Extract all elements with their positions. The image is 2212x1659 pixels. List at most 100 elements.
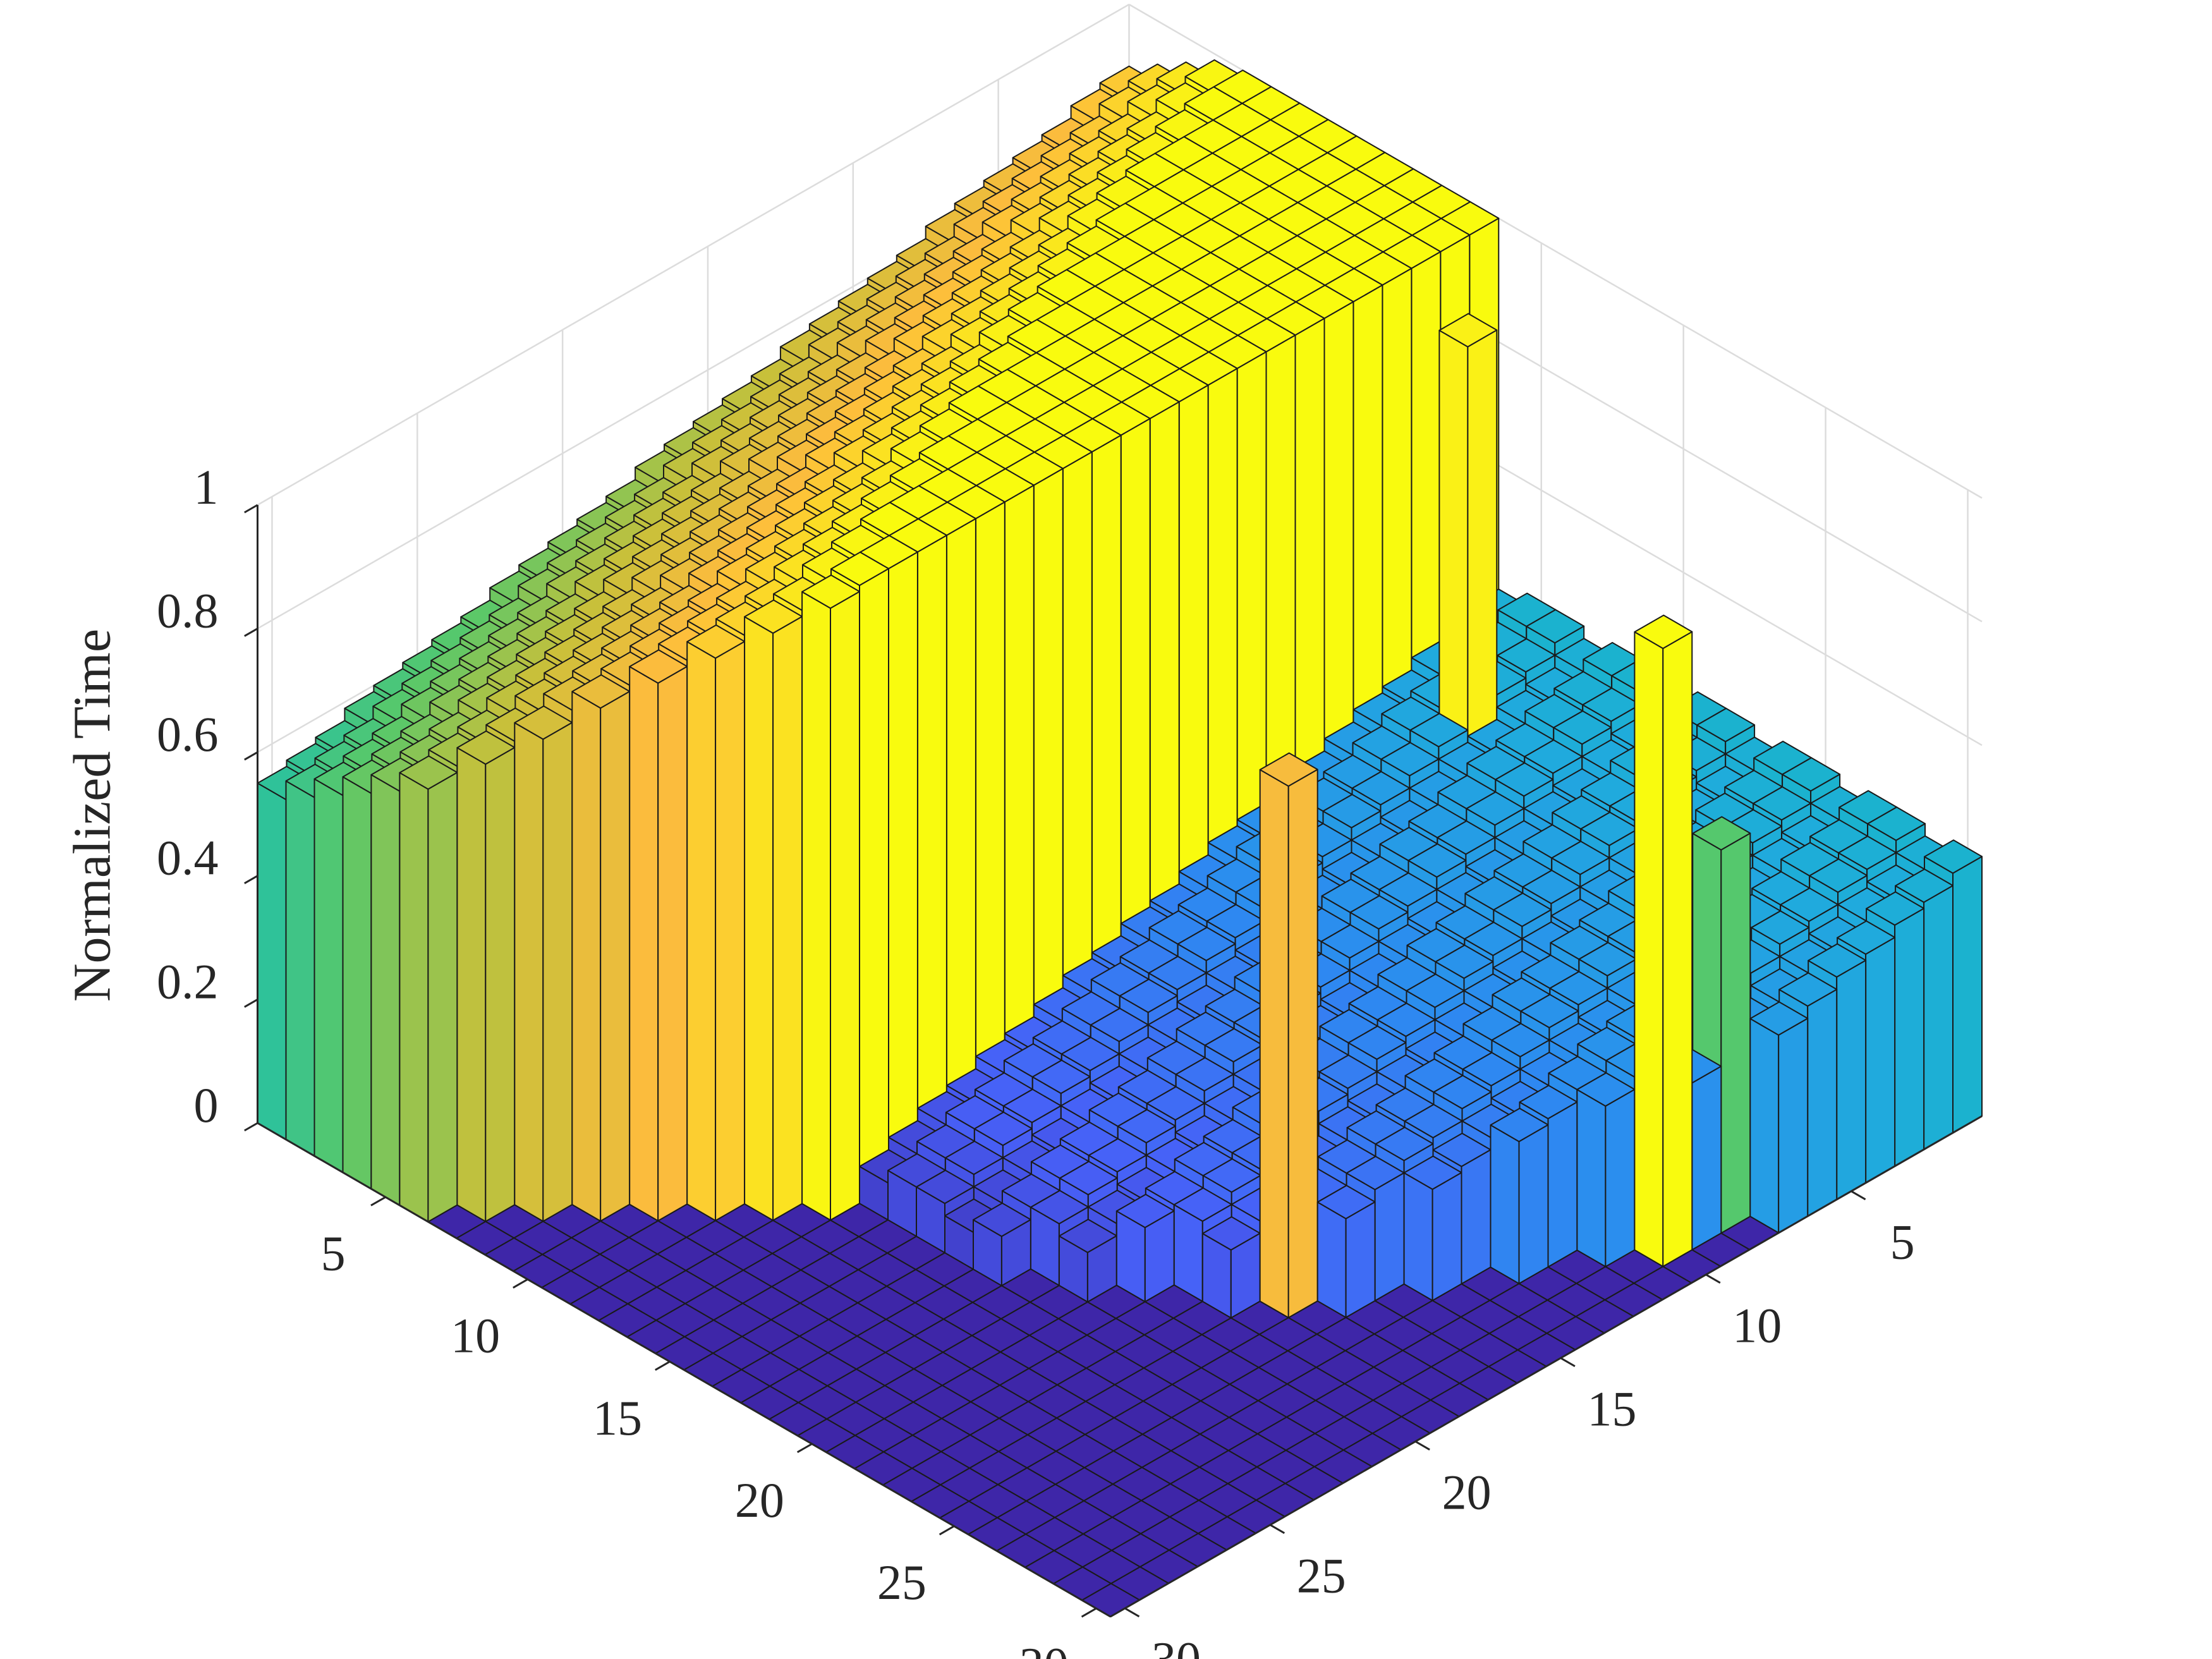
bar-top bbox=[1059, 1160, 1118, 1196]
bar-side bbox=[1923, 885, 1954, 1150]
bar-side bbox=[1287, 769, 1318, 1318]
bar-top bbox=[1495, 762, 1554, 797]
bar-top bbox=[1437, 820, 1496, 855]
bar-side bbox=[542, 722, 573, 1222]
bar-side bbox=[456, 747, 487, 1222]
bar-side bbox=[1894, 908, 1925, 1167]
bar-side bbox=[1576, 1089, 1607, 1268]
tick-mark bbox=[244, 628, 258, 637]
bar-top bbox=[1202, 1158, 1261, 1193]
tick-mark bbox=[1705, 1273, 1721, 1284]
bar-top bbox=[1115, 1193, 1175, 1229]
bar-top bbox=[1177, 927, 1236, 961]
bar-top bbox=[1432, 1133, 1492, 1167]
bar-top bbox=[1435, 944, 1494, 979]
bar-side bbox=[313, 778, 344, 1174]
bar-side bbox=[1259, 769, 1289, 1318]
bar-side bbox=[1836, 959, 1867, 1200]
bar-top bbox=[1409, 713, 1469, 748]
bar-top bbox=[1320, 924, 1380, 959]
tick-mark bbox=[1124, 1607, 1140, 1618]
z-tick-label: 0.6 bbox=[157, 707, 219, 762]
bar-top bbox=[973, 1202, 1031, 1237]
bar-side bbox=[1807, 988, 1838, 1217]
y-tick-label: 20 bbox=[735, 1473, 784, 1528]
bar-side bbox=[514, 722, 544, 1222]
bar-top bbox=[1924, 839, 1983, 874]
bar-top bbox=[1378, 872, 1438, 907]
z-tick-label: 0.8 bbox=[157, 583, 219, 638]
bar-top bbox=[1780, 887, 1839, 922]
tick-mark bbox=[796, 1443, 813, 1454]
bar-top bbox=[1433, 1074, 1492, 1110]
tick-mark bbox=[244, 504, 258, 514]
bar-top bbox=[1696, 707, 1756, 743]
tick-mark bbox=[1081, 1607, 1097, 1618]
y-tick-label: 15 bbox=[593, 1390, 642, 1445]
bar-top bbox=[1201, 1216, 1261, 1251]
bar-top bbox=[1520, 994, 1579, 1028]
bar-top bbox=[1808, 943, 1867, 978]
bar-side bbox=[1691, 1066, 1722, 1251]
bar-top bbox=[1322, 794, 1382, 829]
bar-top bbox=[1259, 752, 1318, 787]
bar-top bbox=[1351, 770, 1411, 806]
bar-side bbox=[1865, 937, 1896, 1184]
bar-side bbox=[1662, 631, 1693, 1267]
bar-side bbox=[399, 772, 429, 1223]
bar-side bbox=[715, 641, 746, 1222]
bar-side bbox=[1316, 1201, 1347, 1318]
bar-side bbox=[427, 772, 458, 1223]
y-tick-label: 25 bbox=[877, 1555, 927, 1610]
bar-top bbox=[1090, 1007, 1149, 1042]
bar-top bbox=[1206, 904, 1265, 939]
bar-top bbox=[1002, 1088, 1062, 1123]
tick-mark bbox=[244, 999, 258, 1008]
bar-side bbox=[1778, 1018, 1809, 1234]
bar-side bbox=[686, 641, 717, 1222]
bar-top bbox=[1634, 614, 1693, 649]
grid-line bbox=[257, 3, 1130, 506]
bar-top bbox=[1580, 811, 1639, 846]
bar-top bbox=[1809, 858, 1868, 893]
y-tick-label: 5 bbox=[321, 1226, 346, 1281]
bar-top bbox=[1349, 895, 1409, 930]
z-tick-label: 0.2 bbox=[157, 954, 219, 1009]
tick-mark bbox=[1560, 1357, 1576, 1368]
bar-side bbox=[1374, 1172, 1405, 1302]
bar-top bbox=[1376, 1002, 1436, 1037]
bar-side bbox=[1403, 1172, 1433, 1301]
bar-top bbox=[1466, 791, 1525, 826]
bar-top bbox=[686, 624, 746, 659]
bar-top bbox=[1058, 1218, 1117, 1253]
tick-mark bbox=[1414, 1440, 1430, 1451]
bar-top bbox=[1867, 806, 1926, 841]
bar-top bbox=[1119, 978, 1178, 1013]
bar-top bbox=[1692, 816, 1751, 851]
bar-side bbox=[1518, 1124, 1549, 1285]
bar-side bbox=[859, 568, 889, 1205]
bar-top bbox=[399, 755, 458, 790]
bar-top bbox=[1088, 1138, 1147, 1173]
bar-top bbox=[1576, 1072, 1636, 1107]
bar-side bbox=[801, 591, 831, 1221]
bar-top bbox=[1751, 910, 1810, 945]
bar-top bbox=[1146, 1086, 1205, 1121]
z-tick-label: 0 bbox=[194, 1078, 219, 1133]
bar-top bbox=[1117, 1109, 1176, 1144]
bar-top bbox=[1316, 1184, 1376, 1220]
bar-side bbox=[1490, 1124, 1520, 1285]
x-tick-label: 25 bbox=[1297, 1548, 1346, 1603]
bar-top bbox=[571, 674, 631, 709]
bar-top bbox=[1407, 843, 1467, 878]
tick-mark bbox=[244, 875, 258, 884]
bar-side bbox=[485, 746, 516, 1222]
bar-top bbox=[1060, 1036, 1120, 1071]
bar-side bbox=[830, 591, 860, 1221]
bar-top bbox=[1403, 1155, 1462, 1190]
tick-mark bbox=[244, 751, 258, 761]
bar-side bbox=[1952, 856, 1983, 1134]
bar-side bbox=[1431, 1172, 1462, 1301]
z-tick-label: 0.4 bbox=[157, 830, 219, 885]
